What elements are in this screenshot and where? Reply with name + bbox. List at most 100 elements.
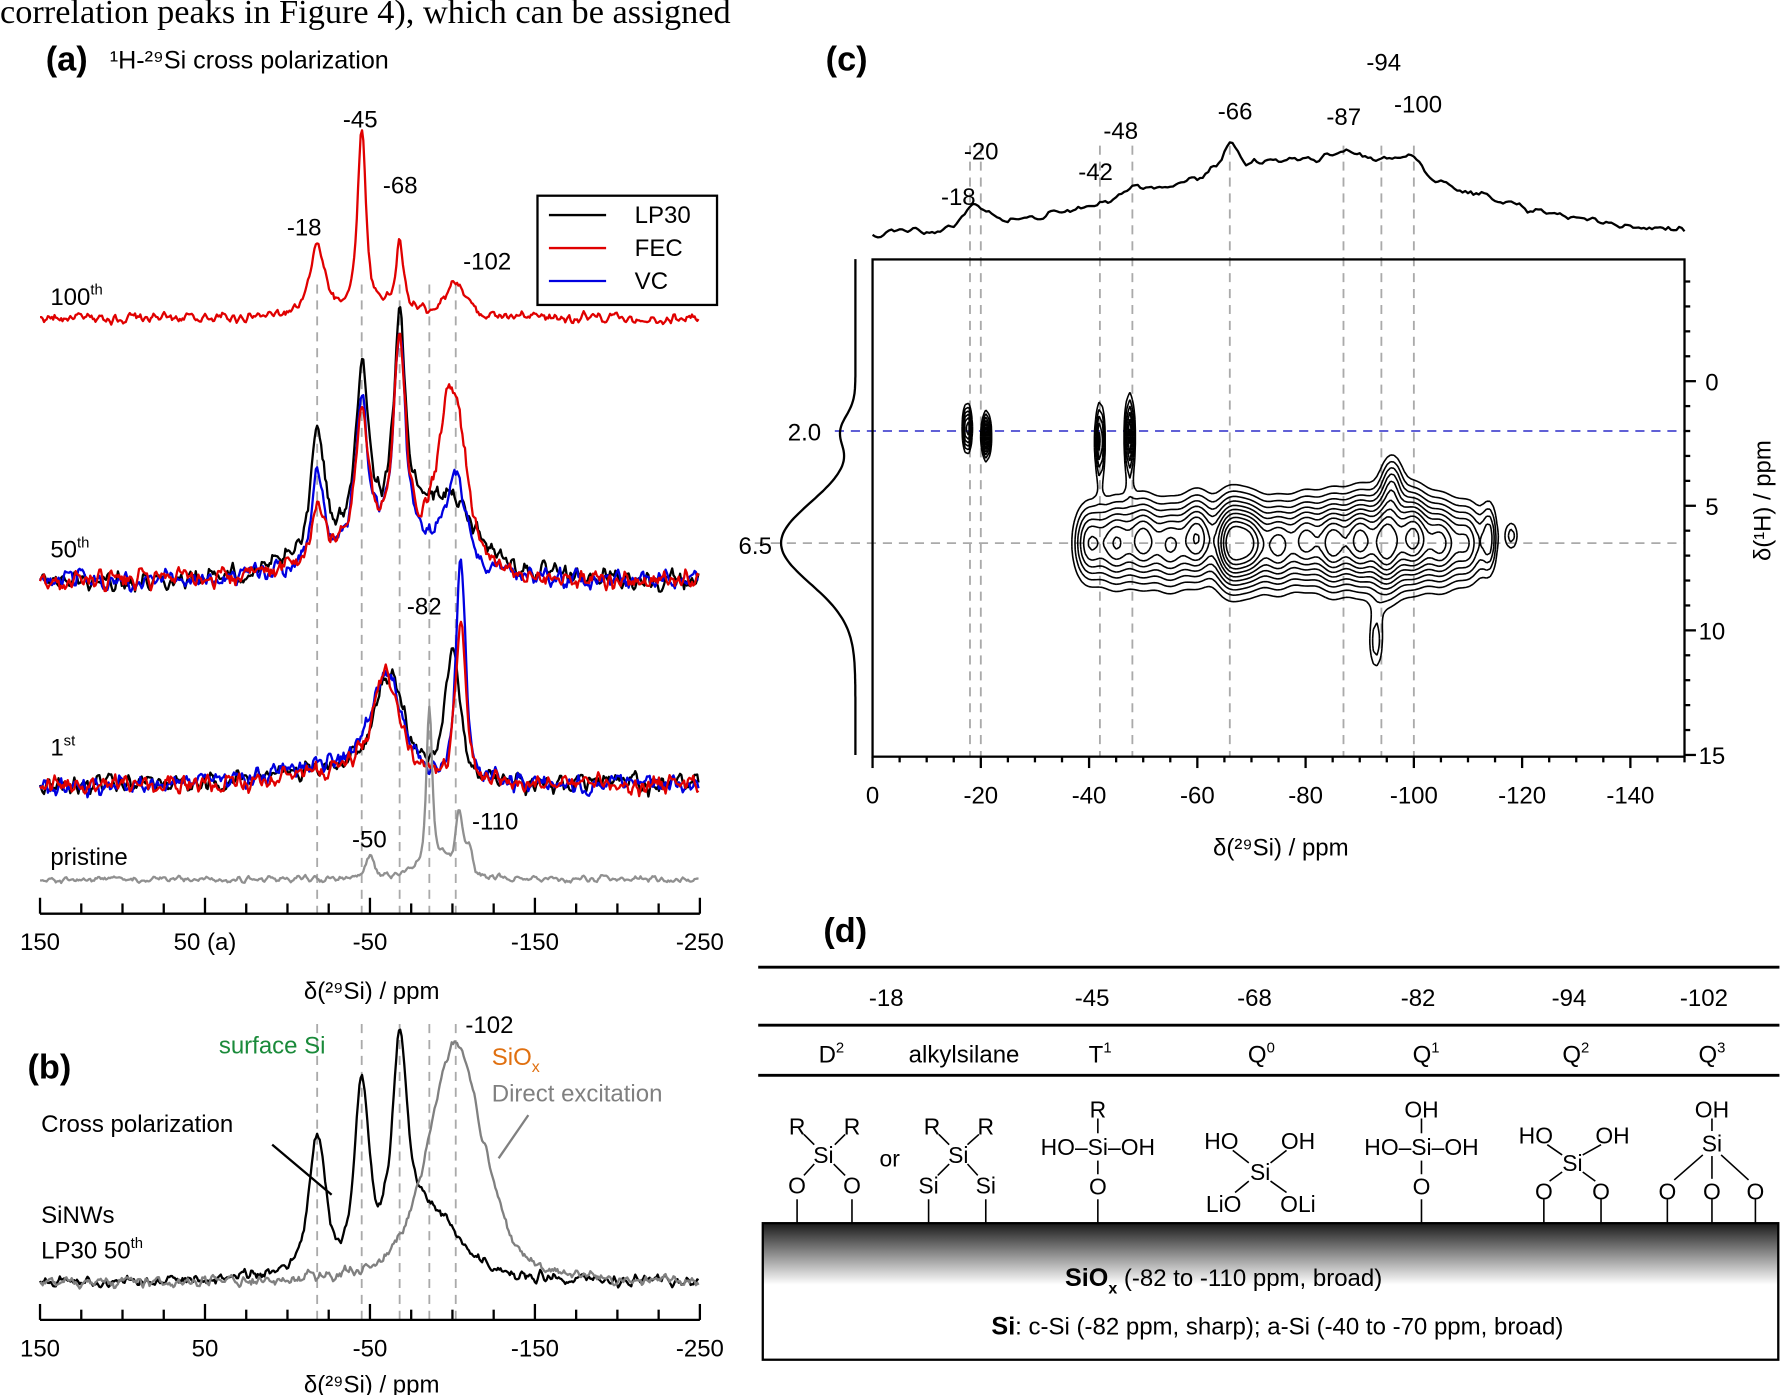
- sample-label-2: LP30 50th: [41, 1236, 143, 1264]
- x-tick-label: -150: [511, 1335, 559, 1362]
- contour-level: [965, 421, 1470, 581]
- shift-value: -102: [1680, 985, 1728, 1012]
- contour-level: [963, 417, 1475, 585]
- peak-label: -48: [1103, 118, 1138, 145]
- x-tick-label: -250: [676, 929, 724, 956]
- bond: [1546, 1144, 1563, 1156]
- peak-label: -102: [465, 1012, 513, 1039]
- peak-label: -42: [1078, 159, 1113, 186]
- peak-label: -94: [1366, 50, 1401, 77]
- x-tick-label: 150: [20, 929, 60, 956]
- x-tick-label: 0: [866, 782, 879, 809]
- x-tick-label: -250: [676, 1335, 724, 1362]
- atom-q2: HO: [1519, 1123, 1553, 1149]
- atom-q0: LiO: [1206, 1191, 1242, 1217]
- atom-q3: O: [1658, 1178, 1676, 1204]
- series-lp30-50th: [39, 306, 700, 593]
- atom-alkylsilane: Si: [918, 1173, 938, 1199]
- cycle-label-50th: 50th: [50, 535, 89, 563]
- peak-label: -50: [352, 827, 387, 854]
- x-tick-label: -80: [1288, 782, 1323, 809]
- contour-level: [961, 391, 1518, 667]
- peak-label: -87: [1326, 104, 1361, 131]
- cross-polarization-label: Cross polarization: [41, 1111, 233, 1138]
- legend: LP30 FEC VC: [536, 194, 719, 307]
- x-tick-label: -120: [1498, 782, 1546, 809]
- atom-q3: OH: [1695, 1096, 1729, 1122]
- species-label: alkylsilane: [909, 1042, 1020, 1069]
- panel-c-label: (c): [826, 41, 868, 79]
- atom-q3: O: [1747, 1178, 1765, 1204]
- x-axis-label: δ(²⁹Si) / ppm: [1213, 835, 1349, 862]
- peak-label: -18: [287, 215, 322, 242]
- x-tick-label: -140: [1606, 782, 1654, 809]
- y-axis-label: δ(¹H) / ppm: [1749, 440, 1776, 561]
- legend-label: FEC: [635, 235, 683, 262]
- shift-value: -82: [1401, 985, 1436, 1012]
- peak-label: -102: [463, 249, 511, 276]
- atom-d2: Si: [813, 1142, 833, 1168]
- x-tick-label: -150: [511, 929, 559, 956]
- y-tick-label: 10: [1699, 619, 1726, 646]
- bond: [937, 1163, 950, 1176]
- atom-q2: O: [1535, 1178, 1553, 1204]
- bond: [1673, 1154, 1704, 1181]
- siox-label: SiOx: [492, 1044, 540, 1076]
- h-line-label: 2.0: [788, 419, 821, 446]
- atom-t1: HO–Si–OH: [1041, 1134, 1155, 1160]
- panel-d-label: (d): [823, 912, 867, 950]
- surface-si-label: surface Si: [219, 1033, 326, 1060]
- atom-q2: O: [1592, 1178, 1610, 1204]
- species-label: T1: [1089, 1041, 1112, 1069]
- bond: [1270, 1180, 1288, 1194]
- contour-level: [1225, 523, 1420, 561]
- bond: [1582, 1171, 1596, 1182]
- contour-level: [962, 405, 1495, 596]
- atom-q1: OH: [1404, 1096, 1438, 1122]
- panel-a-label: (a): [46, 41, 88, 79]
- bond: [1232, 1149, 1250, 1164]
- peak-label: -66: [1218, 99, 1253, 126]
- atom-q1: O: [1413, 1174, 1431, 1200]
- x-axis-label: δ(²⁹Si) / ppm: [304, 1372, 440, 1395]
- x-tick-label: -50: [353, 1335, 388, 1362]
- series-fec-50th: [38, 332, 700, 593]
- x-tick-label: 150: [20, 1335, 60, 1362]
- peak-label: -68: [383, 172, 418, 199]
- x-tick-label: -50: [353, 929, 388, 956]
- silicon-surface: [761, 1222, 1780, 1361]
- atom-q1: HO–Si–OH: [1364, 1134, 1478, 1160]
- atom-q0: HO: [1204, 1128, 1238, 1154]
- contour-level: [1192, 508, 1447, 571]
- bond: [1720, 1154, 1750, 1181]
- bond: [1234, 1180, 1250, 1194]
- shift-value: -68: [1237, 985, 1272, 1012]
- y-tick-label: 15: [1699, 743, 1726, 770]
- atom-q2: Si: [1562, 1150, 1582, 1176]
- species-label: Q2: [1562, 1041, 1589, 1069]
- x-axis-label: δ(²⁹Si) / ppm: [304, 978, 440, 1005]
- atom-q3: O: [1703, 1178, 1721, 1204]
- y-tick-label: 5: [1705, 494, 1718, 521]
- cycle-label-pristine: pristine: [50, 844, 127, 871]
- bond: [1270, 1149, 1288, 1164]
- peak-label: -20: [964, 138, 999, 165]
- shift-value: -18: [869, 985, 904, 1012]
- panel-d: (d) -18 -45 -68 -82 -94 -102 D2 alkylsilane T1 Q…: [758, 912, 1780, 1361]
- bond: [1582, 1143, 1602, 1156]
- series-fec-1st: [39, 620, 700, 798]
- peak-label: -82: [407, 593, 442, 620]
- series-fec-100th: [40, 129, 700, 326]
- x-tick-label: -40: [1072, 782, 1107, 809]
- plot-frame: [871, 258, 1686, 758]
- species-label: D2: [819, 1041, 845, 1069]
- series-vc-1st: [38, 558, 700, 799]
- atom-d2: O: [788, 1173, 806, 1199]
- left-projection: [779, 259, 857, 755]
- cross-leader-line: [271, 1143, 333, 1196]
- shift-value: -45: [1075, 985, 1110, 1012]
- x-tick-label: -60: [1180, 782, 1215, 809]
- species-label: Q3: [1698, 1041, 1725, 1069]
- atom-alkylsilane: R: [924, 1114, 941, 1140]
- atom-q0: OLi: [1280, 1191, 1316, 1217]
